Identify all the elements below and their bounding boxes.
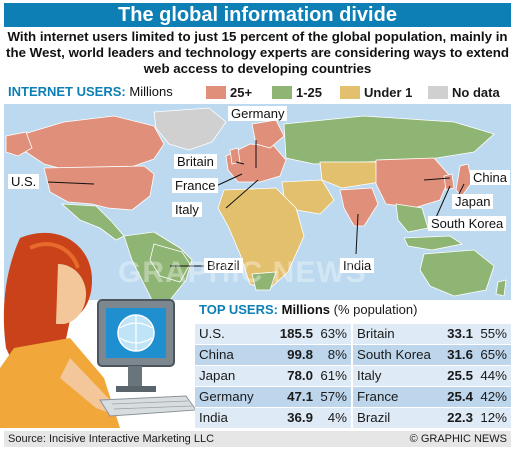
woman-at-computer-illustration xyxy=(0,232,197,428)
table-cell-country: Germany xyxy=(199,389,254,404)
legend-heading: INTERNET USERS: xyxy=(8,84,126,99)
table-cell-pct: 65% xyxy=(480,347,507,362)
central-asia-shape xyxy=(319,161,381,189)
table-pct-note: (% population) xyxy=(333,302,418,317)
table-cell-pct: 42% xyxy=(480,389,507,404)
map-label-south-korea: South Korea xyxy=(428,216,507,231)
australia-shape xyxy=(419,249,495,297)
japan-shape xyxy=(455,163,473,197)
table-cell-pct: 63% xyxy=(320,326,347,341)
alaska-shape xyxy=(5,131,33,157)
table-cell-country: India xyxy=(199,410,228,425)
legend-swatch-no-data xyxy=(428,86,448,99)
top-users-table: TOP USERS: Millions (% population) U.S. … xyxy=(195,302,511,430)
table-cell-pct: 12% xyxy=(480,410,507,425)
table-cell-value: 25.5 xyxy=(447,368,473,383)
table-cell-value: 47.1 xyxy=(287,389,313,404)
table-row: Japan 78.0 61% Italy 25.5 44% xyxy=(195,366,511,386)
canada-shape xyxy=(23,115,165,173)
legend-label: No data xyxy=(452,85,500,100)
table-cell-country: Brazil xyxy=(357,410,391,425)
source-note: Source: Incisive Interactive Marketing L… xyxy=(8,433,215,445)
legend-swatch-25-plus xyxy=(206,86,226,99)
map-label-india: India xyxy=(340,258,375,273)
table-cell-value: 99.8 xyxy=(287,347,313,362)
legend-item-25-plus: 25+ xyxy=(206,85,252,101)
usa-shape xyxy=(43,165,155,211)
legend-label: 25+ xyxy=(230,85,253,100)
table-cell-country: South Korea xyxy=(357,347,431,362)
map-label-china: China xyxy=(470,170,510,185)
shirt-shape xyxy=(0,338,120,428)
legend-unit: Millions xyxy=(129,84,173,99)
legend-item-1-25: 1-25 xyxy=(272,85,322,101)
map-label-france: France xyxy=(172,178,219,193)
table-cell-pct: 44% xyxy=(480,368,507,383)
greenland-shape xyxy=(153,107,227,151)
legend-item-no-data: No data xyxy=(428,85,500,101)
table-heading: TOP USERS: xyxy=(199,302,278,317)
map-label-germany: Germany xyxy=(228,106,288,121)
page-title: The global information divide xyxy=(118,4,397,26)
copyright-note: © GRAPHIC NEWS xyxy=(409,433,507,445)
table-cell-value: 31.6 xyxy=(447,347,473,362)
table-title: TOP USERS: Millions (% population) xyxy=(199,302,417,317)
new-zealand-shape xyxy=(495,279,507,297)
brazil-shape xyxy=(149,243,191,283)
face-shape xyxy=(56,264,86,324)
table-cell-pct: 55% xyxy=(480,326,507,341)
table-cell-pct: 57% xyxy=(320,389,347,404)
table-cell-value: 78.0 xyxy=(287,368,313,383)
table-row: China 99.8 8% South Korea 31.6 65% xyxy=(195,345,511,365)
scandinavia-shape xyxy=(251,119,285,149)
map-label-japan: Japan xyxy=(452,194,494,209)
table-row: Germany 47.1 57% France 25.4 42% xyxy=(195,387,511,407)
table-row: India 36.9 4% Brazil 22.3 12% xyxy=(195,408,511,428)
legend-swatch-1-25 xyxy=(272,86,292,99)
world-map: Germany Britain France Italy U.S. China … xyxy=(4,104,511,300)
map-label-britain: Britain xyxy=(174,154,217,169)
table-cell-value: 185.5 xyxy=(279,326,313,341)
table-cell-country: Japan xyxy=(199,368,236,383)
table-cell-pct: 8% xyxy=(327,347,347,362)
leader-lines xyxy=(47,140,465,267)
indonesia-shape xyxy=(403,235,464,251)
intro-text: With internet users limited to just 15 p… xyxy=(6,29,509,76)
mexico-shape xyxy=(60,203,125,241)
table-cell-value: 36.9 xyxy=(287,410,313,425)
south-africa-shape xyxy=(251,271,277,291)
table-cell-country: China xyxy=(199,347,234,362)
table-cell-country: France xyxy=(357,389,399,404)
table-cell-value: 22.3 xyxy=(447,410,473,425)
title-banner: The global information divide xyxy=(4,3,511,27)
legend-title: INTERNET USERS: Millions xyxy=(8,84,173,99)
southeast-asia-shape xyxy=(395,203,429,233)
table-cell-country: Italy xyxy=(357,368,382,383)
legend-label: 1-25 xyxy=(296,85,323,100)
map-label-italy: Italy xyxy=(172,202,202,217)
monitor-stand xyxy=(128,366,142,388)
legend-item-under-1: Under 1 xyxy=(340,85,412,101)
table-row: U.S. 185.5 63% Britain 33.1 55% xyxy=(195,324,511,344)
table-cell-pct: 4% xyxy=(327,410,347,425)
india-shape xyxy=(339,187,379,227)
table-cell-value: 25.4 xyxy=(447,389,473,404)
table-cell-country: Britain xyxy=(357,326,395,341)
china-shape xyxy=(375,157,451,209)
table-cell-value: 33.1 xyxy=(447,326,473,341)
table-cell-pct: 61% xyxy=(320,368,347,383)
russia-shape xyxy=(283,115,495,165)
map-label-brazil: Brazil xyxy=(204,258,243,273)
table-unit: Millions xyxy=(281,302,330,317)
table-cell-country: U.S. xyxy=(199,326,225,341)
map-label-us: U.S. xyxy=(8,174,40,189)
watermark: GRAPHIC NEWS xyxy=(118,256,367,289)
world-map-graphic xyxy=(5,107,507,300)
legend-swatch-under-1 xyxy=(340,86,360,99)
map-legend: INTERNET USERS: Millions 25+ 1-25 Under … xyxy=(8,84,508,102)
britain-shape xyxy=(229,147,241,165)
footer-bar: Source: Incisive Interactive Marketing L… xyxy=(4,431,511,447)
legend-label: Under 1 xyxy=(364,85,413,100)
